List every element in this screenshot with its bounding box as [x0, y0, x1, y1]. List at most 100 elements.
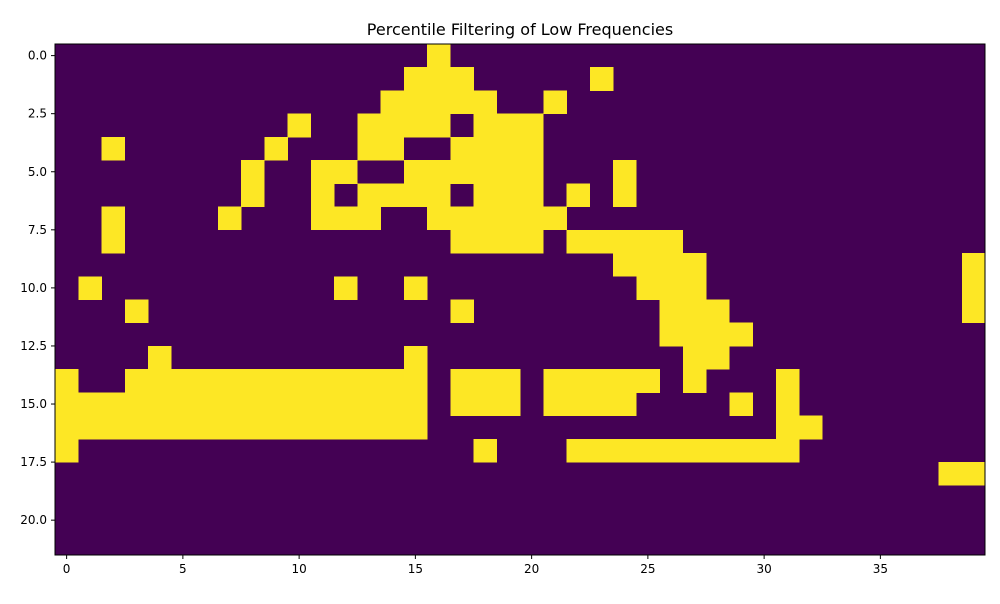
- heatmap-cell: [543, 90, 567, 115]
- heatmap-cell: [520, 136, 544, 161]
- heatmap-cell: [403, 113, 428, 138]
- heatmap-cell: [194, 392, 219, 417]
- heatmap-cell: [124, 299, 149, 324]
- y-tick-label: 17.5: [20, 455, 47, 469]
- heatmap-cell: [380, 183, 405, 207]
- x-tick-label: 5: [179, 562, 187, 576]
- heatmap-cell: [938, 462, 963, 486]
- heatmap-cell: [496, 229, 521, 254]
- heatmap-cell: [682, 322, 707, 347]
- heatmap-cell: [55, 438, 79, 463]
- y-tick-label: 15.0: [20, 397, 47, 411]
- heatmap-cell: [217, 415, 242, 440]
- heatmap-cell: [334, 369, 358, 393]
- heatmap-cell: [427, 44, 451, 68]
- heatmap-cell: [520, 160, 544, 184]
- heatmap-cell: [589, 229, 614, 254]
- heatmap-cell: [334, 160, 358, 184]
- heatmap-cell: [55, 369, 79, 393]
- heatmap-cell: [473, 392, 498, 417]
- heatmap-cell: [636, 276, 660, 300]
- x-tick-label: 30: [756, 562, 771, 576]
- heatmap-cell: [613, 183, 637, 207]
- heatmap-cell: [148, 369, 172, 393]
- heatmap-cell: [589, 369, 614, 393]
- heatmap-cell: [357, 415, 381, 440]
- heatmap-cell: [357, 113, 381, 138]
- heatmap-cell: [613, 438, 637, 463]
- heatmap-cell: [682, 253, 707, 277]
- y-tick-label: 5.0: [28, 165, 47, 179]
- heatmap-cell: [403, 415, 428, 440]
- heatmap-cell: [706, 345, 730, 370]
- heatmap-cell: [729, 438, 753, 463]
- heatmap-cell: [636, 229, 660, 254]
- heatmap-cell: [682, 276, 707, 300]
- heatmap-cell: [752, 438, 777, 463]
- heatmap-cell: [310, 392, 335, 417]
- chart-title: Percentile Filtering of Low Frequencies: [367, 20, 673, 39]
- heatmap-cell: [403, 392, 428, 417]
- heatmap-cell: [148, 392, 172, 417]
- heatmap-cell: [357, 206, 381, 231]
- heatmap-cell: [334, 206, 358, 231]
- heatmap-cell: [287, 113, 312, 138]
- heatmap-cell: [613, 160, 637, 184]
- heatmap-cell: [403, 369, 428, 393]
- y-tick-label: 7.5: [28, 223, 47, 237]
- heatmap-cell: [403, 67, 428, 91]
- heatmap-cell: [473, 183, 498, 207]
- heatmap-cell: [659, 438, 684, 463]
- axes: 0 5 10 15 20 25 30 35 0.0 2.5 5.0 7.5 10.0 12.5 15.0 17…: [20, 43, 986, 576]
- heatmap-cell: [961, 253, 986, 277]
- heatmap-cell: [287, 415, 312, 440]
- x-tick-label: 10: [291, 562, 306, 576]
- heatmap-cell: [566, 438, 591, 463]
- heatmap-cell: [659, 253, 684, 277]
- heatmap-cell: [427, 113, 451, 138]
- heatmap-cell: [101, 229, 126, 254]
- heatmap-cell: [264, 415, 288, 440]
- heatmap-cell: [310, 415, 335, 440]
- y-tick-label: 2.5: [28, 107, 47, 121]
- x-tick-label: 20: [524, 562, 539, 576]
- heatmap-cell: [380, 136, 405, 161]
- heatmap-cell: [450, 392, 474, 417]
- heatmap-cells: [55, 44, 986, 555]
- heatmap-cell: [78, 276, 102, 300]
- y-tick-label: 20.0: [20, 513, 47, 527]
- heatmap-cell: [636, 438, 660, 463]
- heatmap-cell: [380, 369, 405, 393]
- heatmap-cell: [450, 136, 474, 161]
- heatmap-cell: [496, 183, 521, 207]
- heatmap-cell: [566, 369, 591, 393]
- heatmap-cell: [264, 136, 288, 161]
- heatmap-cell: [427, 206, 451, 231]
- heatmap-cell: [357, 369, 381, 393]
- heatmap-cell: [403, 183, 428, 207]
- heatmap-cell: [427, 90, 451, 115]
- heatmap-cell: [543, 392, 567, 417]
- heatmap-cell: [78, 415, 102, 440]
- heatmap-cell: [380, 90, 405, 115]
- heatmap-cell: [217, 206, 242, 231]
- heatmap-cell: [241, 415, 265, 440]
- heatmap-cell: [287, 392, 312, 417]
- x-tick-label: 35: [873, 562, 888, 576]
- heatmap-cell: [450, 160, 474, 184]
- heatmap-cell: [473, 90, 498, 115]
- heatmap-cell: [589, 438, 614, 463]
- heatmap-cell: [334, 415, 358, 440]
- heatmap-cell: [682, 299, 707, 324]
- x-tick-label: 0: [63, 562, 71, 576]
- heatmap-cell: [473, 136, 498, 161]
- y-tick-label: 10.0: [20, 281, 47, 295]
- heatmap-cell: [427, 67, 451, 91]
- heatmap-cell: [450, 369, 474, 393]
- heatmap-cell: [659, 276, 684, 300]
- heatmap-cell: [682, 345, 707, 370]
- heatmap-cell: [496, 206, 521, 231]
- heatmap-cell: [961, 462, 986, 486]
- heatmap-cell: [659, 299, 684, 324]
